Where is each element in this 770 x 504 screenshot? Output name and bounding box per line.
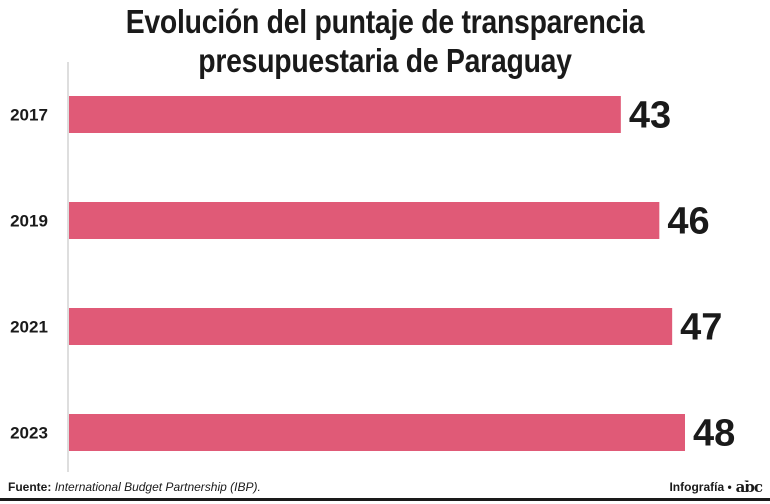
category-label-2019: 2019 bbox=[10, 212, 48, 231]
chart-title: Evolución del puntaje de transparencia p… bbox=[54, 2, 716, 80]
bar-2017 bbox=[69, 96, 621, 133]
credit: Infografía • abc bbox=[669, 478, 763, 496]
bar-2019 bbox=[69, 202, 660, 239]
value-label-2023: 48 bbox=[693, 413, 735, 455]
footer: Fuente: International Budget Partnership… bbox=[0, 478, 770, 504]
value-label-2019: 46 bbox=[667, 201, 709, 243]
chart-title-line-1: Evolución del puntaje de transparencia bbox=[125, 3, 645, 40]
footer-rule bbox=[0, 498, 770, 501]
source-note: Fuente: International Budget Partnership… bbox=[8, 480, 261, 494]
value-label-2017: 43 bbox=[629, 95, 671, 137]
category-label-2017: 2017 bbox=[10, 106, 48, 125]
source-text: International Budget Partnership (IBP). bbox=[54, 480, 261, 494]
bar-2023 bbox=[69, 414, 685, 451]
category-label-2021: 2021 bbox=[10, 318, 48, 337]
value-label-2021: 47 bbox=[680, 307, 722, 349]
bar-2021 bbox=[69, 308, 673, 345]
chart-title-line-2: presupuestaria de Paraguay bbox=[198, 42, 572, 79]
abc-logo: abc bbox=[735, 478, 763, 496]
category-label-2023: 2023 bbox=[10, 424, 48, 443]
credit-label: Infografía • bbox=[669, 480, 732, 494]
source-label: Fuente: bbox=[8, 480, 52, 494]
